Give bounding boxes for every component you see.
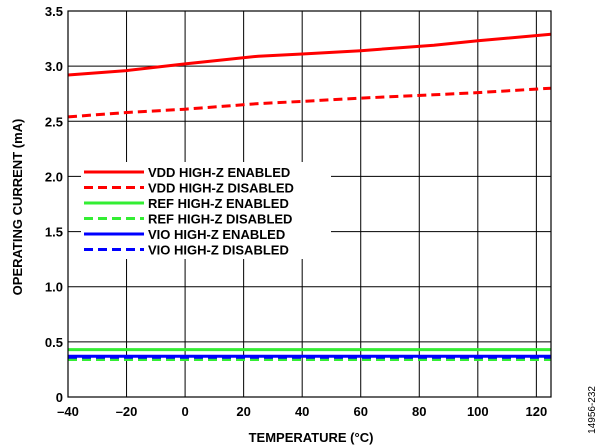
legend-background [81,162,331,259]
series-line [67,86,552,119]
y-tick-label: 1.5 [45,225,63,240]
x-axis-label: TEMPERATURE (°C) [249,430,374,445]
y-tick-label: 3.0 [45,59,63,74]
y-tick-label: 0.5 [45,335,63,350]
plot-area-frame [67,10,552,398]
y-tick-label: 0 [56,390,63,405]
legend-entry-label: REF HIGH-Z ENABLED [148,196,289,211]
x-tick-label: –40 [57,404,79,419]
figure-id-label: 14956-232 [587,386,598,434]
y-tick-label: 2.5 [45,114,63,129]
y-tick-label: 3.5 [45,4,63,19]
x-tick-label: 80 [412,404,426,419]
x-tick-label: –20 [116,404,138,419]
y-tick-label: 2.0 [45,169,63,184]
x-tick-label: 20 [236,404,250,419]
legend-entry-label: VDD HIGH-Z ENABLED [148,165,290,180]
x-tick-label: 120 [526,404,548,419]
legend-entry-label: REF HIGH-Z DISABLED [148,212,292,227]
series-lines [67,32,552,361]
y-axis-label: OPERATING CURRENT (mA) [10,119,25,296]
x-tick-label: 60 [353,404,367,419]
x-tick-label: 40 [295,404,309,419]
y-tick-label: 1.0 [45,280,63,295]
x-axis-ticks: –40 –20 0 20 40 60 80 100 120 [57,404,547,419]
legend-entry-label: VIO HIGH-Z DISABLED [148,243,289,258]
legend-entry-label: VIO HIGH-Z ENABLED [148,227,285,242]
x-tick-label: 100 [467,404,489,419]
y-axis-ticks: 0 0.5 1.0 1.5 2.0 2.5 3.0 3.5 [45,4,63,405]
legend-entry-label: VDD HIGH-Z DISABLED [148,181,294,196]
series-line [67,32,552,77]
x-tick-label: 0 [181,404,188,419]
